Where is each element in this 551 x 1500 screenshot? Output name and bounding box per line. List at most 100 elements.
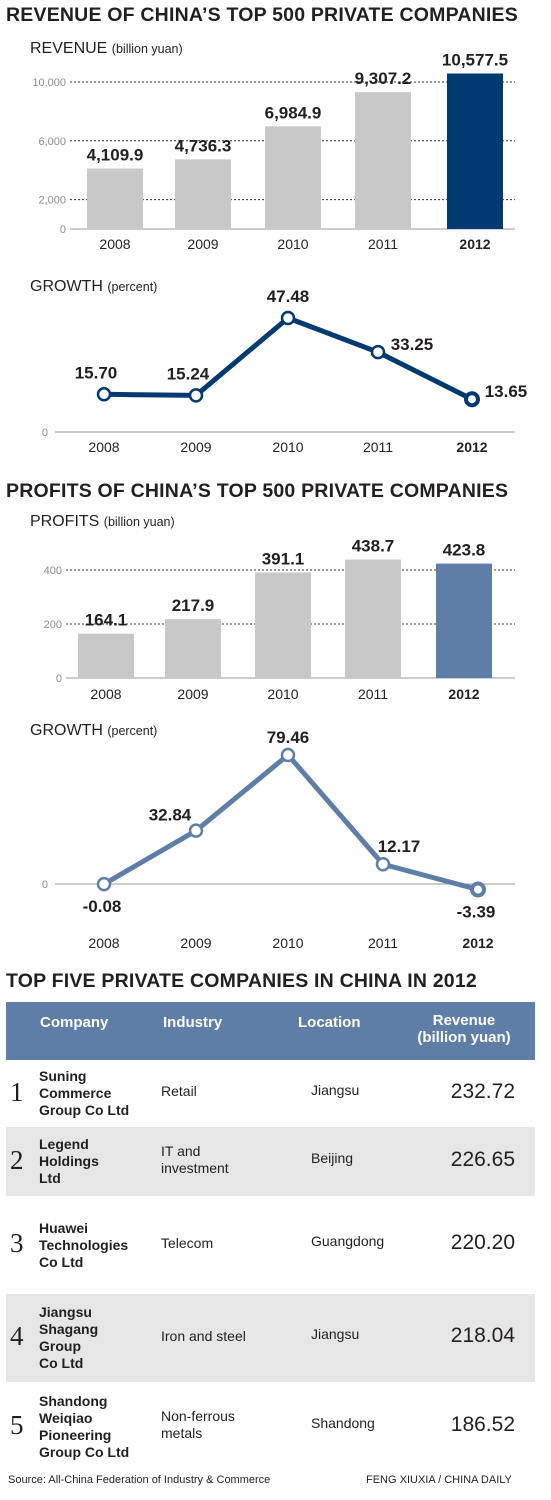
x-tick-label: 2012	[456, 439, 487, 455]
company-name-line: Co Ltd	[39, 1253, 84, 1270]
location: Shandong	[311, 1415, 375, 1431]
point-value-label: 13.65	[485, 382, 528, 401]
revenue-value: 232.72	[450, 1079, 515, 1103]
x-tick-label: 2008	[90, 686, 121, 702]
company-name: Suning Commerce Group Co Ltd	[39, 1068, 157, 1119]
bar-2012	[436, 563, 492, 678]
bar-value-label: 4,736.3	[175, 136, 232, 155]
revenue-value: 220.20	[450, 1231, 515, 1254]
company-name-line: Pioneering	[39, 1427, 112, 1443]
x-tick-label: 2008	[99, 236, 130, 252]
point-value-label: 79.46	[267, 728, 310, 747]
point-value-label: 12.17	[378, 837, 421, 856]
x-tick-label: 2012	[448, 686, 479, 702]
point-value-label: -0.08	[83, 897, 122, 916]
header-revenue: Revenue (billion yuan)	[417, 1012, 511, 1046]
point-value-label: 15.24	[167, 364, 210, 383]
data-point-2012	[470, 881, 486, 898]
bar-2009	[165, 619, 221, 678]
rank-number: 1	[10, 1076, 24, 1107]
company-name-line: Holdings	[39, 1153, 99, 1169]
industry-line: IT and	[161, 1142, 201, 1159]
company-name: Huawei Technologies Co Ltd	[39, 1220, 157, 1271]
bar-value-label: 438.7	[352, 537, 395, 556]
table-row: 1 Suning Commerce Group Co Ltd Retail Jiangsu…	[6, 1060, 535, 1127]
profits-label-text: PROFITS	[30, 513, 104, 530]
x-tick-label: 2009	[177, 686, 208, 702]
company-name-line: Technologies	[39, 1236, 129, 1253]
revenue-growth-unit: (percent)	[107, 280, 157, 294]
company-name-line: Huawei	[39, 1219, 89, 1236]
credit-line: FENG XIUXIA / CHINA DAILY	[366, 1474, 512, 1486]
revenue-label-text: REVENUE	[30, 40, 112, 57]
revenue-growth-label: GROWTH (percent)	[30, 278, 157, 295]
data-point-2009	[188, 823, 204, 838]
header-industry: Industry	[163, 1014, 223, 1031]
data-point-2011	[370, 344, 386, 360]
company-name-line: Weiqiao	[39, 1410, 93, 1426]
industry: Retail	[161, 1083, 271, 1100]
company-name-line: Legend	[39, 1136, 89, 1152]
data-point-2009	[188, 388, 204, 403]
growth-line	[103, 315, 474, 402]
header-company: Company	[40, 1014, 109, 1031]
bar-value-label: 423.8	[443, 541, 486, 560]
bar-2010	[265, 126, 321, 229]
y-tick-label: 0	[42, 427, 48, 439]
x-tick-label: 2012	[459, 236, 490, 252]
bar-2010	[255, 572, 311, 678]
data-point-2008	[96, 876, 112, 892]
x-tick-label: 2010	[267, 686, 298, 702]
bar-2011	[345, 559, 401, 678]
y-tick-label: 0	[60, 224, 66, 236]
y-tick-label: 2,000	[38, 195, 66, 207]
revenue-value: 186.52	[450, 1413, 515, 1436]
revenue-growth-line-chart: GROWTH (percent) 0 15.70 2008 15.24 2009 47.48…	[30, 278, 528, 455]
y-tick-label: 0	[56, 673, 62, 685]
rank-number: 2	[10, 1144, 24, 1175]
bar-2012	[447, 73, 503, 230]
company-name-line: Group Co Ltd	[39, 1102, 130, 1118]
revenue-value: 226.65	[450, 1147, 515, 1171]
top-five-section-title: TOP FIVE PRIVATE COMPANIES IN CHINA IN 2…	[6, 970, 477, 992]
company-name-line: Shagang	[39, 1321, 99, 1337]
point-value-label: 33.25	[391, 335, 434, 354]
bar-2008	[87, 168, 143, 229]
x-tick-label: 2009	[180, 439, 211, 455]
x-tick-label: 2011	[358, 686, 388, 702]
revenue-unit: (billion yuan)	[112, 42, 183, 56]
point-value-label: 15.70	[75, 363, 118, 382]
industry: Non-ferrous metals	[161, 1408, 271, 1442]
company-name-line: Co Ltd	[39, 1355, 84, 1371]
industry-line: metals	[161, 1425, 203, 1441]
table-row: 2 Legend Holdings Ltd IT and investment Beijin…	[6, 1127, 535, 1196]
bar-value-label: 10,577.5	[442, 51, 508, 70]
location: Jiangsu	[311, 1326, 360, 1342]
y-tick-label: 0	[42, 879, 48, 891]
bar-value-label: 4,109.9	[87, 146, 144, 165]
data-point-2010	[280, 747, 296, 763]
table-row: 5 Shandong Weiqiao Pioneering Group Co Ltd No…	[6, 1382, 535, 1472]
company-name-line: Ltd	[39, 1170, 61, 1186]
profits-section-title: PROFITS OF CHINA’S TOP 500 PRIVATE COMPA…	[6, 480, 509, 502]
industry-line: Non-ferrous	[161, 1408, 235, 1424]
x-tick-label: 2010	[277, 236, 308, 252]
point-value-label: 32.84	[149, 806, 192, 825]
profits-unit: (billion yuan)	[104, 515, 175, 529]
industry-line: Retail	[161, 1083, 197, 1099]
bar-value-label: 217.9	[172, 596, 215, 615]
company-name-line: Jiangsu	[39, 1304, 92, 1320]
top-five-table: Company Industry Location Revenue (billi…	[6, 1002, 535, 1472]
location: Jiangsu	[311, 1081, 360, 1098]
bar-value-label: 6,984.9	[265, 103, 322, 122]
profits-bar-chart: PROFITS (billion yuan) 0 200 400 164.1 2008 21…	[30, 513, 515, 702]
data-point-2011	[375, 856, 391, 872]
y-tick-label: 10,000	[32, 77, 66, 89]
revenue-label: REVENUE (billion yuan)	[30, 40, 183, 57]
source-note: Source: All-China Federation of Industry…	[8, 1474, 271, 1486]
industry: IT and investment	[161, 1143, 271, 1177]
profits-growth-unit: (percent)	[107, 724, 157, 738]
bar-2011	[355, 92, 411, 229]
industry-line: investment	[161, 1159, 229, 1176]
industry: Telecom	[161, 1235, 271, 1252]
